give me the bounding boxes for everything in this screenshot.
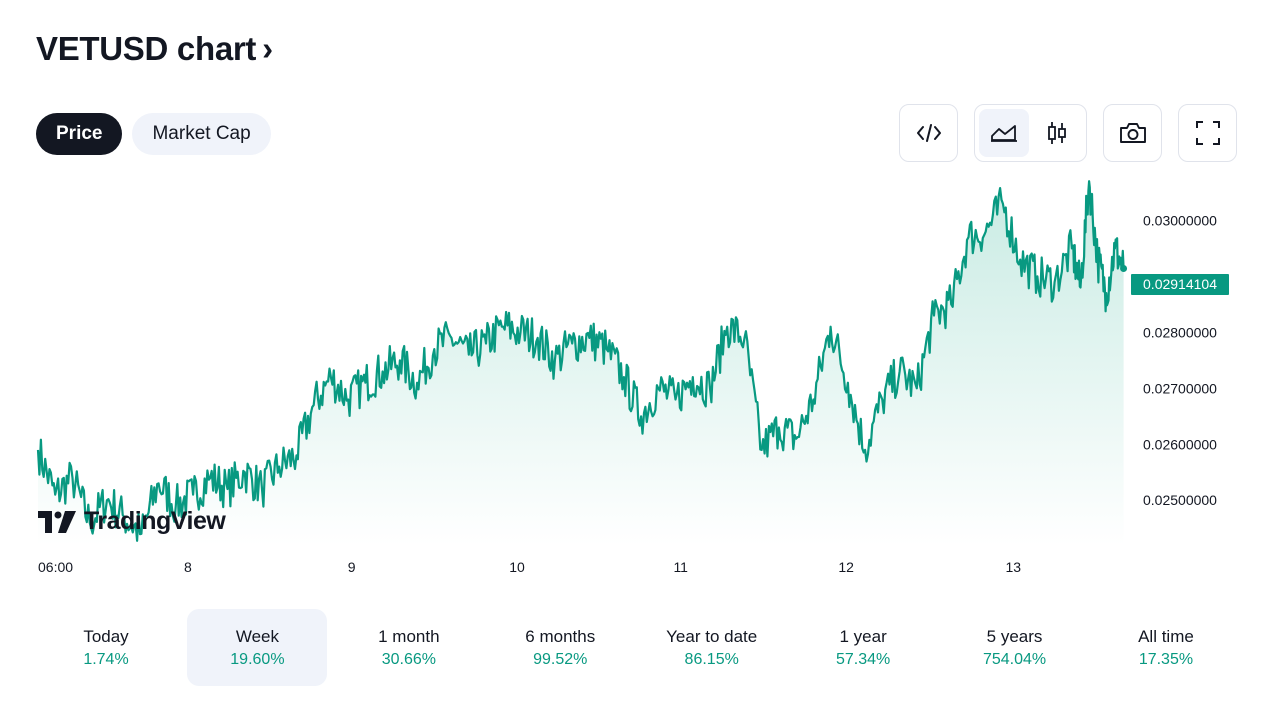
screenshot-button[interactable] xyxy=(1103,104,1162,162)
area-chart-button[interactable] xyxy=(979,109,1029,157)
tab-price[interactable]: Price xyxy=(36,113,123,155)
x-tick-label: 11 xyxy=(673,559,688,575)
chart-title-text: VETUSD chart xyxy=(36,30,257,67)
period-change: 1.74% xyxy=(83,650,129,668)
y-axis: 0.03000000 0.02800000 0.02700000 0.02600000… xyxy=(1143,212,1217,508)
period-change: 19.60% xyxy=(230,650,285,668)
period-label: 6 months xyxy=(525,626,596,646)
area-chart-icon xyxy=(990,125,1017,142)
period-1-month[interactable]: 1 month 30.66% xyxy=(339,609,479,686)
period-week[interactable]: Week 19.60% xyxy=(187,609,328,686)
price-line xyxy=(36,180,1125,542)
current-price-label: 0.02914104 xyxy=(1131,274,1229,295)
period-label: Year to date xyxy=(666,626,758,646)
period-label: 1 year xyxy=(839,626,887,646)
y-tick-label: 0.03000000 xyxy=(1143,212,1217,228)
y-tick-label: 0.02700000 xyxy=(1143,380,1217,396)
tab-market-cap[interactable]: Market Cap xyxy=(132,113,271,155)
embed-button[interactable] xyxy=(899,104,958,162)
chart-type-tabs: Price Market Cap xyxy=(36,113,271,155)
y-tick-label: 0.02600000 xyxy=(1143,436,1217,452)
chart-style-toggle xyxy=(974,104,1087,162)
period-label: Today xyxy=(83,626,129,646)
chevron-right-icon: › xyxy=(262,30,273,67)
period-change: 17.35% xyxy=(1138,650,1194,668)
tradingview-watermark: TradingView xyxy=(38,507,226,536)
chart-title[interactable]: VETUSD chart › xyxy=(36,30,273,68)
period-change: 99.52% xyxy=(533,650,588,668)
period-5-years[interactable]: 5 years 754.04% xyxy=(945,609,1085,686)
x-tick-label: 12 xyxy=(838,559,854,575)
x-tick-label: 06:00 xyxy=(38,559,73,575)
period-label: All time xyxy=(1138,626,1194,646)
period-selector: Today 1.74% Week 19.60% 1 month 30.66% 6 mo… xyxy=(36,609,1236,686)
period-1-year[interactable]: 1 year 57.34% xyxy=(793,609,933,686)
x-tick-label: 9 xyxy=(348,559,356,575)
fullscreen-icon xyxy=(1195,121,1220,145)
period-change: 30.66% xyxy=(381,650,436,668)
tradingview-logo-icon xyxy=(38,510,76,533)
period-today[interactable]: Today 1.74% xyxy=(36,609,176,686)
period-change: 754.04% xyxy=(982,650,1047,668)
x-tick-label: 10 xyxy=(509,559,525,575)
x-tick-label: 13 xyxy=(1005,559,1021,575)
camera-icon xyxy=(1119,123,1146,143)
period-label: 1 month xyxy=(378,626,440,646)
period-change: 86.15% xyxy=(684,650,739,668)
embed-code-icon xyxy=(916,124,941,142)
period-all-time[interactable]: All time 17.35% xyxy=(1096,609,1236,686)
period-label: Week xyxy=(235,626,279,646)
candlestick-button[interactable] xyxy=(1033,109,1083,157)
fullscreen-button[interactable] xyxy=(1178,104,1237,162)
x-axis: 06:00 8 9 10 11 12 13 xyxy=(38,559,1021,575)
last-price-marker xyxy=(1120,265,1128,273)
price-chart[interactable]: 0.03000000 0.02800000 0.02700000 0.02600000… xyxy=(0,170,1280,590)
period-change: 57.34% xyxy=(835,650,891,668)
period-6-months[interactable]: 6 months 99.52% xyxy=(490,609,630,686)
tradingview-wordmark: TradingView xyxy=(84,507,226,535)
price-area xyxy=(38,181,1124,545)
period-year-to-date[interactable]: Year to date 86.15% xyxy=(642,609,782,686)
period-label: 5 years xyxy=(986,626,1043,646)
y-tick-label: 0.02800000 xyxy=(1143,324,1217,340)
x-tick-label: 8 xyxy=(184,559,192,575)
candlestick-icon xyxy=(1048,122,1067,144)
y-tick-label: 0.02500000 xyxy=(1143,492,1217,508)
